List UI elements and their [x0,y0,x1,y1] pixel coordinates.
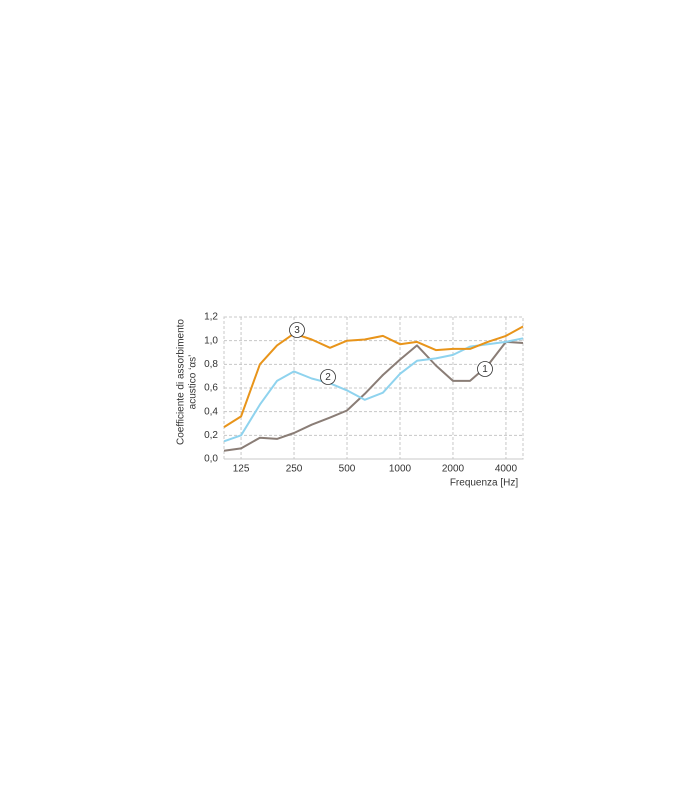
x-tick-label: 2000 [442,464,465,475]
y-tick-label: 1,0 [204,335,218,346]
y-tick-label: 0,4 [204,406,218,417]
series-label-circle [477,361,493,377]
y-tick-label: 0,2 [204,430,218,441]
x-tick-label: 4000 [495,464,518,475]
series-label-circle [320,369,336,385]
series-label: 1 [482,364,488,375]
y-tick-label: 0,6 [204,383,218,394]
x-tick-label: 1000 [389,464,412,475]
y-tick-label: 0,8 [204,359,218,370]
x-tick-label: 125 [233,464,250,475]
y-axis-label: acustico ‘αs’ [188,355,199,410]
series-label-circle [289,322,305,338]
series-line [223,340,524,452]
series-label: 2 [325,372,331,383]
x-axis-label: Frequenza [Hz] [450,478,519,489]
x-tick-label: 500 [339,464,356,475]
series-label: 3 [294,325,300,336]
y-tick-label: 1,2 [204,312,218,323]
y-tick-label: 0,0 [204,454,218,465]
y-axis-label: Coefficiente di assorbimento [176,319,187,445]
series-line [223,337,524,443]
x-tick-label: 250 [286,464,303,475]
series-line [223,325,524,428]
